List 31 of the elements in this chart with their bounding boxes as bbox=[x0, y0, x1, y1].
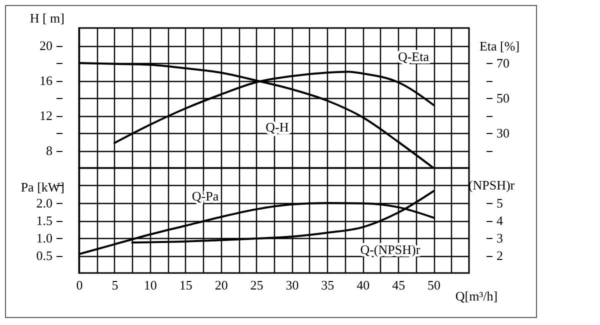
y2-tick-label: 5 bbox=[496, 196, 503, 210]
x-tick-label: 10 bbox=[144, 278, 157, 292]
y-tick-label: 16 bbox=[40, 73, 53, 88]
y-axis-title: H [ m] bbox=[30, 10, 64, 26]
y2-axis-title: (NPSH)r bbox=[468, 178, 516, 192]
x-tick-label: 35 bbox=[321, 278, 334, 292]
y-tick-label: 1.0 bbox=[36, 230, 52, 246]
y-tick-label: 8 bbox=[46, 143, 52, 158]
y2-axis-title: Eta [%] bbox=[479, 38, 520, 54]
y-tick-label: 0.5 bbox=[36, 248, 52, 263]
y-tick-label: 2.0 bbox=[36, 196, 52, 210]
y2-tick-label: 3 bbox=[496, 230, 503, 246]
x-axis-title: Q[m³/h] bbox=[455, 288, 498, 304]
y2-tick-label: 30 bbox=[496, 126, 510, 140]
y2-tick-label: 50 bbox=[496, 90, 510, 106]
y2-tick-label: 70 bbox=[496, 56, 510, 70]
y-tick-label: 20 bbox=[40, 38, 52, 53]
x-tick-label: 30 bbox=[286, 278, 299, 292]
x-tick-label: 0 bbox=[76, 278, 83, 292]
y-tick-label: 1.5 bbox=[36, 213, 52, 228]
y2-tick-label: 4 bbox=[496, 213, 504, 228]
y-tick-label: 12 bbox=[40, 108, 52, 123]
y2-tick-label: 2 bbox=[496, 248, 503, 263]
x-tick-label: 25 bbox=[250, 278, 264, 292]
x-tick-label: 5 bbox=[112, 278, 118, 292]
x-tick-label: 40 bbox=[356, 278, 370, 292]
x-tick-label: 50 bbox=[428, 278, 441, 292]
y-axis-title: Pa [kW] bbox=[20, 180, 64, 194]
x-tick-label: 45 bbox=[392, 278, 406, 292]
x-tick-label: 15 bbox=[179, 278, 192, 292]
x-tick-label: 20 bbox=[214, 278, 228, 292]
